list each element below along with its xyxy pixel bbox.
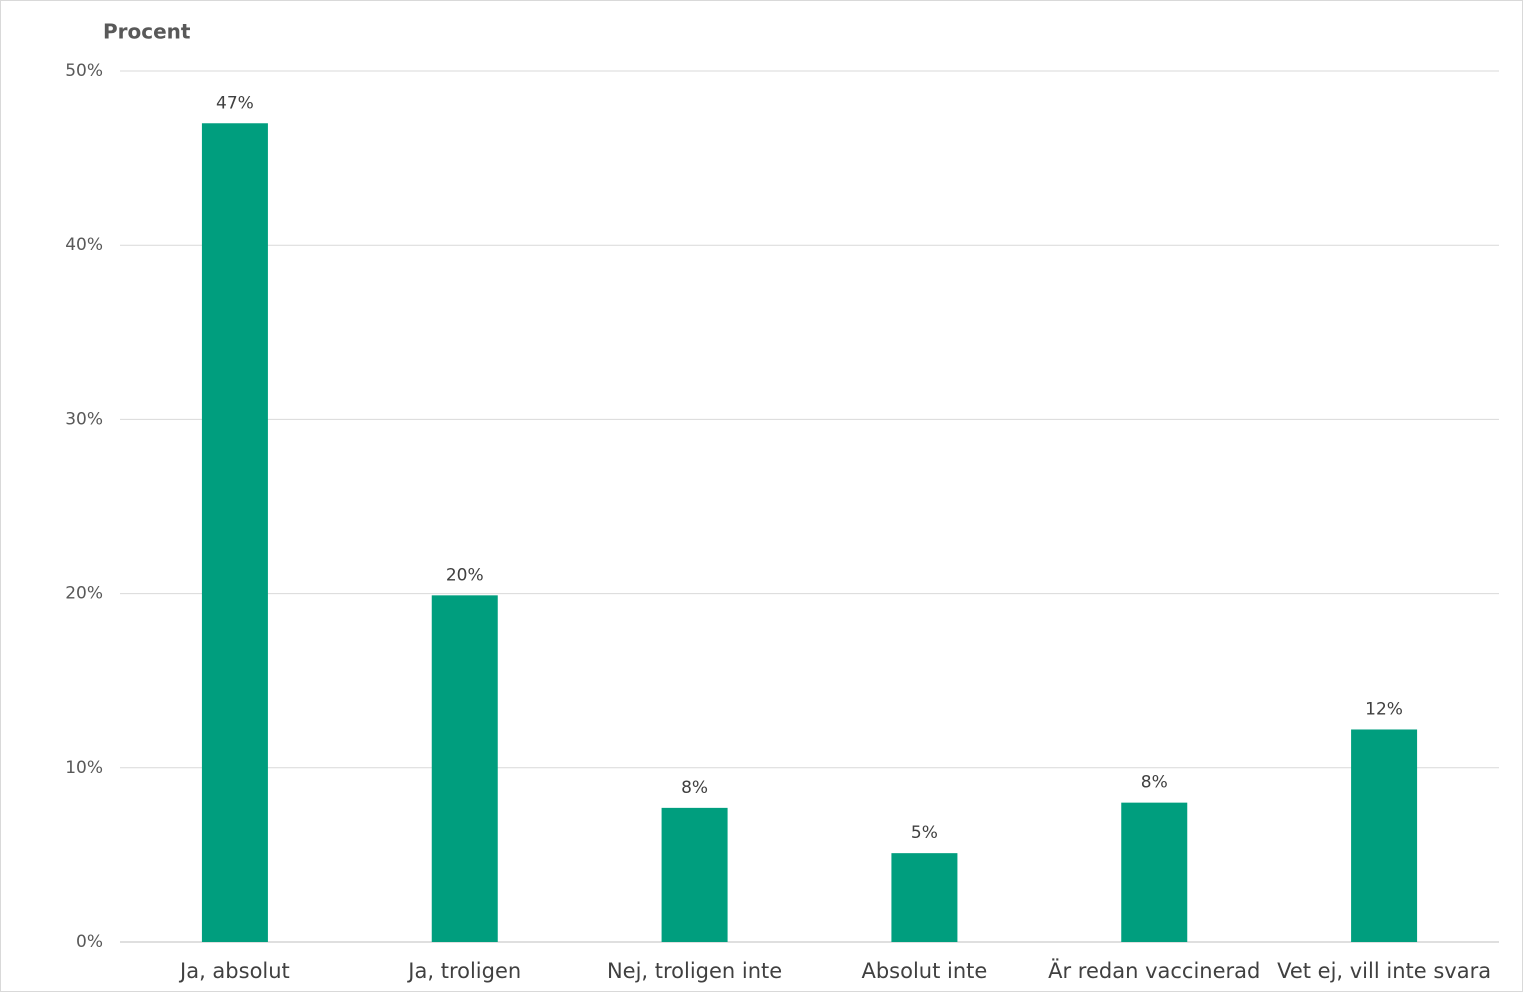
x-tick-label: Vet ej, vill inte svara [1277, 959, 1491, 983]
bar [431, 595, 498, 942]
value-label: 20% [446, 565, 484, 585]
value-label: 47% [216, 93, 254, 113]
value-label: 12% [1365, 699, 1403, 719]
x-tick-label: Ja, troligen [406, 959, 521, 983]
bar [891, 853, 958, 942]
bar [1351, 729, 1418, 942]
bar [201, 123, 268, 942]
x-tick-label: Ja, absolut [178, 959, 290, 983]
bar [661, 807, 728, 942]
x-tick-label: Är redan vaccinerad [1048, 958, 1260, 983]
y-tick-label: 10% [65, 758, 103, 778]
y-tick-label: 0% [76, 932, 103, 952]
y-tick-label: 50% [65, 61, 103, 81]
bar [1121, 802, 1188, 942]
y-tick-label: 20% [65, 584, 103, 604]
x-tick-label: Nej, troligen inte [607, 959, 782, 983]
x-tick-label: Absolut inte [861, 959, 987, 983]
value-label: 5% [911, 823, 938, 843]
value-label: 8% [681, 778, 708, 798]
y-tick-label: 30% [65, 409, 103, 429]
y-axis-label: Procent [103, 20, 191, 44]
value-label: 8% [1141, 773, 1168, 793]
y-tick-label: 40% [65, 235, 103, 255]
